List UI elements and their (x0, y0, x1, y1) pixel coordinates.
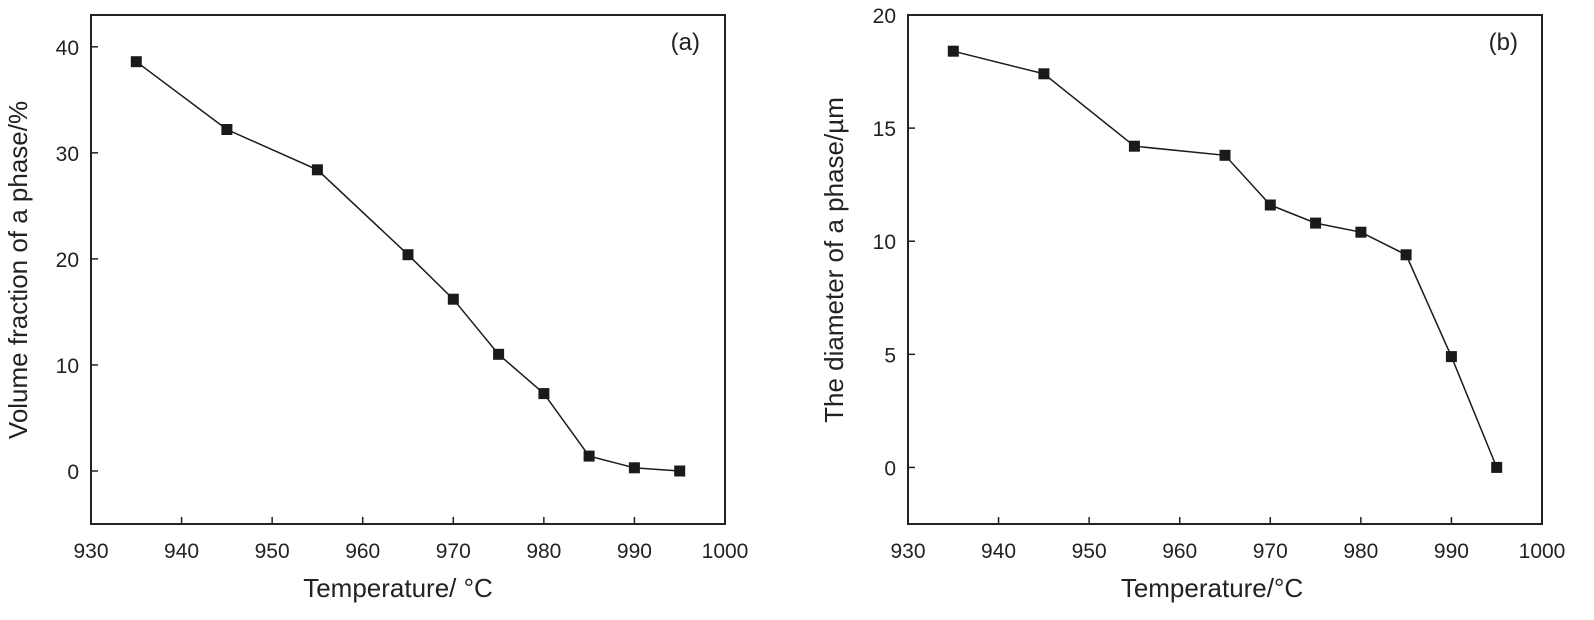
data-markers (130, 56, 686, 477)
x-tick-label: 970 (436, 540, 471, 563)
y-tick-label: 40 (56, 37, 79, 60)
data-point (1355, 226, 1367, 238)
x-axis-label: Temperature/°C (1121, 573, 1303, 603)
data-point (311, 164, 323, 176)
x-tick-label: 980 (526, 540, 561, 563)
plot-frame (90, 14, 726, 525)
x-tick-label: 930 (890, 540, 925, 563)
x-tick-label: 940 (164, 540, 199, 563)
data-point (402, 249, 414, 261)
y-tick-label: 20 (873, 5, 896, 28)
x-tick-label: 960 (345, 540, 380, 563)
series-line (953, 50, 1498, 468)
x-tick-label: 970 (1253, 540, 1288, 563)
y-tick-label: 10 (56, 355, 79, 378)
y-tick-label: 0 (67, 461, 79, 484)
data-point (628, 462, 640, 474)
data-point (1445, 351, 1457, 363)
x-tick-label: 930 (73, 540, 108, 563)
y-tick-label: 30 (56, 143, 79, 166)
x-tick-label: 950 (255, 540, 290, 563)
data-point (447, 293, 459, 305)
series-line (135, 61, 680, 472)
y-tick-label: 15 (873, 118, 896, 141)
x-tick-label: 1000 (1519, 540, 1566, 563)
y-tick-label: 20 (56, 249, 79, 272)
data-point (1128, 140, 1140, 152)
y-axis-ticks: 0 10 20 30 40 (56, 37, 98, 484)
data-point (1400, 249, 1412, 261)
x-axis-label: Temperature/ °C (303, 573, 493, 603)
data-point (493, 348, 505, 360)
x-tick-label: 960 (1162, 540, 1197, 563)
data-point (1264, 199, 1276, 211)
data-point (221, 124, 233, 135)
plot-frame (907, 14, 1543, 525)
data-point (1310, 217, 1322, 229)
data-point (674, 465, 686, 477)
x-axis-ticks: 930 940 950 960 970 980 990 1000 (73, 517, 748, 563)
x-tick-label: 990 (617, 540, 652, 563)
panel-label: (a) (671, 29, 700, 56)
x-tick-label: 1000 (702, 540, 749, 563)
data-point (538, 388, 550, 400)
data-point (1038, 68, 1050, 80)
data-point (1491, 461, 1503, 473)
data-point (1219, 149, 1231, 161)
panel-label: (b) (1489, 29, 1518, 56)
y-tick-label: 5 (884, 344, 896, 367)
y-axis-label: The diameter of a phase/µm (819, 97, 849, 423)
data-point (130, 56, 142, 68)
y-axis-ticks: 0 5 10 15 20 (873, 5, 915, 480)
y-axis-label: Volume fraction of a phase/% (3, 101, 33, 439)
y-tick-label: 0 (884, 457, 896, 480)
x-tick-label: 980 (1343, 540, 1378, 563)
x-tick-label: 940 (981, 540, 1016, 563)
data-point (583, 450, 595, 462)
y-tick-label: 10 (873, 231, 896, 254)
data-markers (947, 45, 1503, 473)
chart-panel-b: 0 5 10 15 20 930 940 950 960 970 980 990 1000 (b) T… (819, 5, 1565, 603)
x-axis-ticks: 930 940 950 960 970 980 990 1000 (890, 517, 1565, 563)
data-point (947, 45, 959, 57)
x-tick-label: 990 (1434, 540, 1469, 563)
x-tick-label: 950 (1072, 540, 1107, 563)
